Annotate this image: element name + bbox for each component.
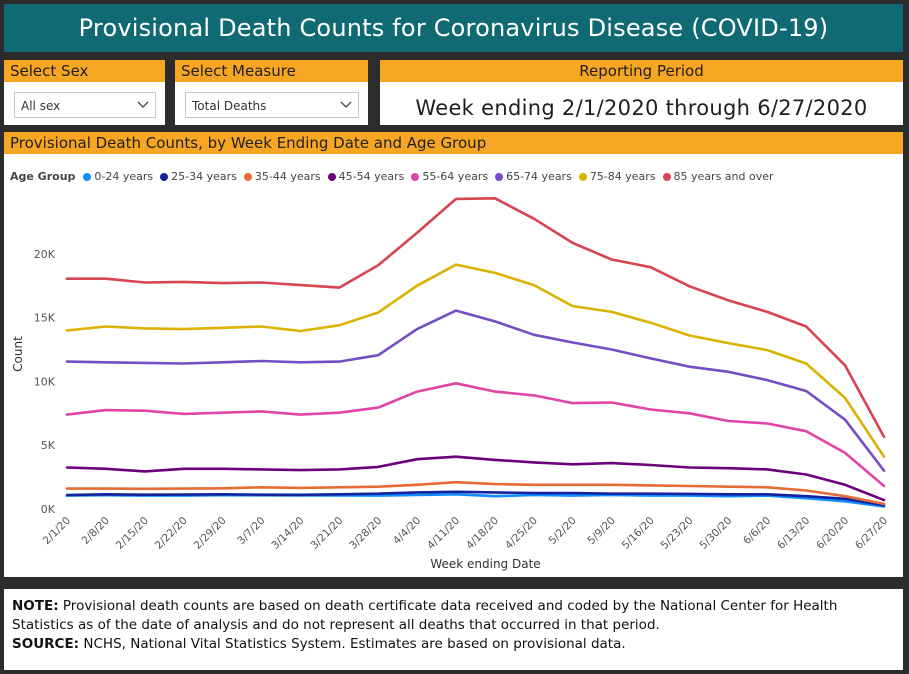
x-tick-label: 5/23/20 (658, 515, 695, 552)
legend-dot-icon (83, 172, 92, 181)
sex-filter-card: Select Sex All sex (4, 60, 165, 125)
x-tick-label: 2/1/20 (41, 515, 73, 547)
legend-label: 35-44 years (254, 170, 321, 183)
legend-dot-icon (327, 172, 336, 181)
chart-heading: Provisional Death Counts, by Week Ending… (4, 132, 903, 154)
x-tick-label: 2/8/20 (80, 515, 112, 547)
legend-item[interactable]: 65-74 years (495, 170, 572, 183)
y-axis-title: Count (11, 336, 25, 372)
x-tick-label: 6/6/20 (741, 515, 773, 547)
x-tick-label: 5/9/20 (585, 515, 617, 547)
reporting-period-value: Week ending 2/1/2020 through 6/27/2020 (415, 96, 868, 120)
legend-dot-icon (160, 172, 169, 181)
x-tick-label: 2/15/20 (114, 515, 151, 552)
series-line (65, 480, 886, 506)
x-tick-label: 4/18/20 (464, 515, 501, 552)
legend-title: Age Group (10, 170, 76, 183)
legend-dot-icon (495, 172, 504, 181)
x-tick-label: 6/20/20 (814, 515, 851, 552)
legend-dot-icon (662, 172, 671, 181)
chevron-down-icon (340, 101, 352, 108)
y-tick-label: 10K (34, 375, 56, 388)
x-tick-label: 6/13/20 (775, 515, 812, 552)
chevron-down-icon (137, 101, 149, 108)
x-tick-label: 3/7/20 (235, 515, 267, 547)
legend-dot-icon (411, 172, 420, 181)
legend-item[interactable]: 25-34 years (160, 170, 237, 183)
x-tick-label: 5/2/20 (546, 515, 578, 547)
source-text: NCHS, National Vital Statistics System. … (83, 636, 626, 652)
x-tick-label: 5/16/20 (620, 515, 657, 552)
legend-item[interactable]: 55-64 years (411, 170, 488, 183)
note-card: NOTE: Provisional death counts are based… (4, 589, 903, 670)
sex-dropdown[interactable]: All sex (14, 92, 156, 118)
measure-dropdown[interactable]: Total Deaths (185, 92, 359, 118)
legend-label: 55-64 years (422, 170, 489, 183)
y-tick-label: 20K (34, 248, 56, 261)
x-tick-label: 6/27/20 (853, 515, 890, 552)
x-tick-label: 3/14/20 (269, 515, 306, 552)
y-tick-label: 5K (41, 439, 56, 452)
x-tick-label: 3/28/20 (347, 515, 384, 552)
legend-item[interactable]: 35-44 years (243, 170, 321, 183)
legend-label: 75-84 years (589, 170, 656, 183)
x-tick-label: 5/30/20 (697, 515, 734, 552)
chart-card: Provisional Death Counts, by Week Ending… (4, 132, 903, 577)
reporting-period-card: Reporting Period Week ending 2/1/2020 th… (380, 60, 903, 125)
series-line (65, 455, 886, 502)
series-line (65, 197, 886, 439)
legend-label: 65-74 years (506, 170, 572, 183)
legend-item[interactable]: 85 years and over (662, 170, 774, 183)
legend-item[interactable]: 0-24 years (83, 170, 153, 183)
series-line (65, 492, 886, 508)
note-label: NOTE: (12, 598, 59, 614)
legend-dot-icon (243, 172, 252, 181)
sex-dropdown-value: All sex (21, 99, 61, 113)
sex-filter-label: Select Sex (4, 60, 165, 82)
legend-item[interactable]: 75-84 years (578, 170, 656, 183)
x-tick-label: 3/21/20 (308, 515, 345, 552)
series-line (65, 309, 886, 473)
series-line (65, 263, 886, 459)
y-tick-label: 15K (34, 312, 56, 325)
legend-item[interactable]: 45-54 years (327, 170, 405, 183)
reporting-period-label: Reporting Period (380, 60, 903, 82)
series-line (65, 382, 886, 488)
source-paragraph: SOURCE: NCHS, National Vital Statistics … (12, 635, 895, 654)
y-tick-label: 0K (41, 503, 56, 516)
x-axis-title: Week ending Date (430, 557, 540, 571)
measure-filter-label: Select Measure (175, 60, 368, 82)
dashboard-title: Provisional Death Counts for Coronavirus… (4, 4, 903, 52)
legend-label: 25-34 years (171, 170, 237, 183)
x-tick-label: 4/11/20 (425, 515, 462, 552)
legend-dot-icon (578, 172, 587, 181)
measure-dropdown-value: Total Deaths (192, 99, 267, 113)
x-tick-label: 2/29/20 (192, 515, 229, 552)
line-chart: 0K 5K 10K 15K 20K 2/1/20 2/8/20 2/15/20 2/22/20 2… (11, 197, 890, 571)
legend-label: 0-24 years (94, 170, 154, 183)
note-text: Provisional death counts are based on de… (12, 598, 838, 633)
note-paragraph: NOTE: Provisional death counts are based… (12, 597, 895, 635)
measure-filter-card: Select Measure Total Deaths (175, 60, 368, 125)
legend-label: 45-54 years (338, 170, 405, 183)
legend-label: 85 years and over (673, 170, 774, 183)
x-tick-label: 4/25/20 (503, 515, 540, 552)
chart-legend: Age Group 0-24 years 25-34 years 35-44 yea… (10, 170, 781, 183)
x-tick-label: 2/22/20 (153, 515, 190, 552)
series-line (65, 490, 886, 507)
source-label: SOURCE: (12, 636, 80, 652)
x-tick-label: 4/4/20 (391, 515, 423, 547)
